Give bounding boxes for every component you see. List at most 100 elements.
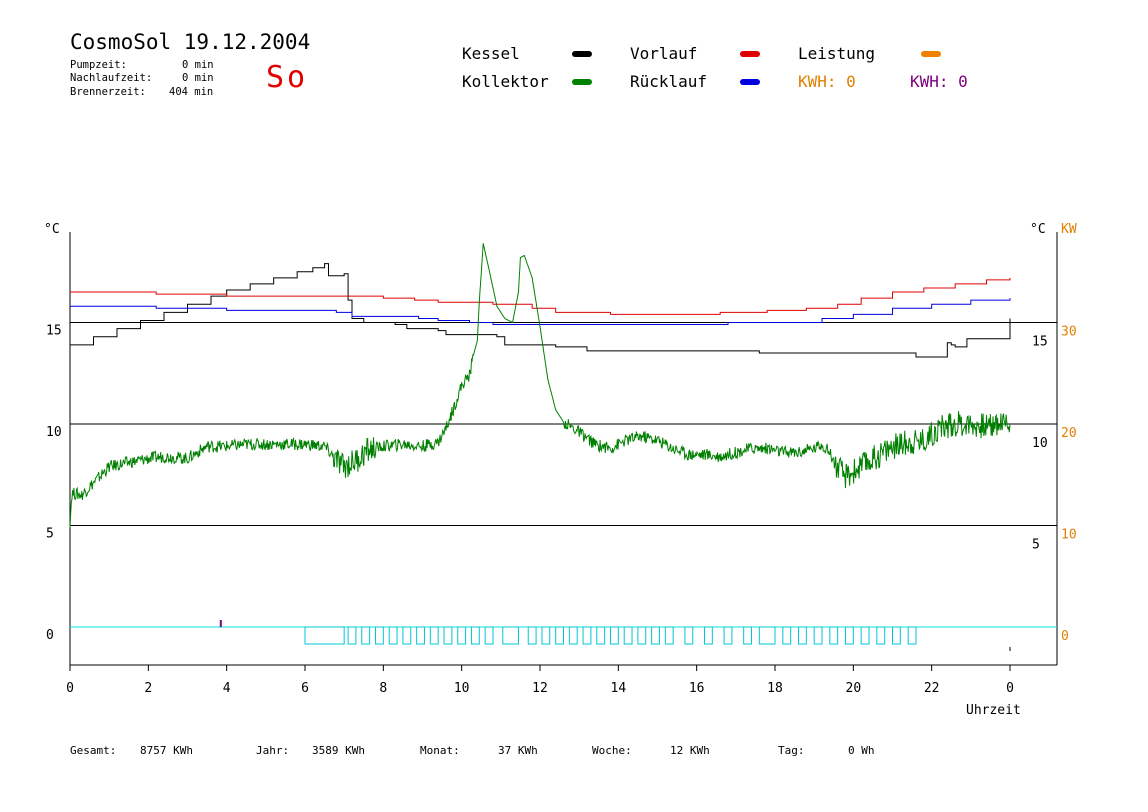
pump-indicator [219,620,1011,651]
series-kollektor [69,243,1011,528]
y-tick-label-kw: 30 [1061,325,1077,340]
chart-grid [70,322,1057,628]
legend-ruecklauf-label: Rücklauf [630,72,708,91]
pump-on-segment [470,626,480,645]
x-axis-label: Uhrzeit [966,703,1021,718]
pump-on-segment [651,626,660,645]
pump-on-segment [610,626,619,645]
pump-on-segment [860,626,870,645]
legend-kwh-orange: KWH: 0 [798,72,856,91]
x-tick-label: 4 [223,681,231,696]
pump-on-segment [388,626,398,645]
pump-on-segment [541,626,551,645]
brennerzeit-label: Brennerzeit: [70,86,146,98]
x-tick-label: 2 [144,681,152,696]
chart-series [69,243,1011,528]
x-tick-label: 6 [301,681,309,696]
legend-kessel-label: Kessel [462,44,520,63]
brennerzeit-value: 404 min [169,86,214,98]
pump-on-segment [484,626,494,645]
series-kessel [70,263,1011,358]
series-ruecklauf [70,298,1011,326]
y-tick-label-right: 5 [1032,538,1040,553]
legend-kollektor-label: Kollektor [462,72,549,91]
footer-monat-value: 37 KWh [498,744,538,757]
footer-jahr-value: 3589 KWh [312,744,365,757]
pump-on-segment [304,626,345,645]
pump-on-segment [527,626,537,645]
pump-on-segment [637,626,647,645]
footer-tag-label: Tag: [778,744,805,757]
pump-on-segment [782,626,792,645]
x-tick-label: 14 [611,681,627,696]
pump-on-segment [743,626,753,645]
legend-kollektor-swatch [572,79,592,85]
pump-on-segment [798,626,807,645]
pump-on-segment [907,626,917,645]
footer-tag-value: 0 Wh [848,744,875,757]
y-tick-label-kw: 10 [1061,528,1077,543]
pump-on-segment [623,626,633,645]
pump-on-segment [416,626,425,645]
x-tick-label: 16 [689,681,705,696]
legend-leistung-label: Leistung [798,44,876,63]
pump-on-segment [684,626,694,645]
pump-on-segment [347,626,357,645]
y-tick-label-kw: 20 [1061,426,1077,441]
x-tick-label: 0 [66,681,74,696]
x-tick-label: 8 [379,681,387,696]
pump-on-segment [813,626,823,645]
pump-on-segment [704,626,713,645]
legend-vorlauf-swatch [740,51,760,57]
footer-jahr-label: Jahr: [256,744,290,757]
x-tick-label: 20 [846,681,862,696]
pump-on-segment [555,626,565,645]
pump-on-segment [502,626,519,645]
y-tick-label-right: 10 [1032,436,1048,451]
y-tick-label-left: 10 [46,425,62,440]
chart-axes [69,232,1058,671]
y-tick-label-right: 15 [1032,335,1048,350]
pump-on-segment [723,626,733,645]
pump-on-segment [568,626,578,645]
x-tick-label: 12 [532,681,548,696]
legend-kwh-purple: KWH: 0 [910,72,968,91]
nachlaufzeit-label: Nachlaufzeit: [70,72,153,84]
x-tick-label: 10 [454,681,470,696]
y-axis-left-unit: °C [44,222,60,237]
y-tick-label-kw: 0 [1061,629,1069,644]
legend-leistung-swatch [921,51,941,57]
weekday-label: So [266,60,309,95]
y-axis-right-unit: °C [1030,222,1046,237]
pump-on-segment [582,626,592,645]
pump-on-segment [845,626,854,645]
x-tick-label: 22 [924,681,940,696]
footer-gesamt-value: 8757 KWh [140,744,193,757]
nachlaufzeit-value: 0 min [182,72,214,84]
legend-ruecklauf-swatch [740,79,760,85]
footer-monat-label: Monat: [420,744,460,757]
pumpzeit-label: Pumpzeit: [70,59,127,71]
pump-on-segment [758,626,776,645]
series-vorlauf [70,277,1011,315]
y-tick-label-left: 15 [46,324,62,339]
pump-on-segment [402,626,412,645]
x-tick-label: 0 [1006,681,1014,696]
legend-vorlauf-label: Vorlauf [630,44,698,63]
x-tick-label: 18 [767,681,783,696]
pump-on-segment [443,626,453,645]
chart-title: CosmoSol 19.12.2004 [70,30,311,54]
pump-on-segment [375,626,384,645]
y-tick-label-left: 5 [46,527,54,542]
pump-on-segment [361,626,371,645]
y-axis-kw-unit: KW [1061,222,1077,237]
footer-woche-label: Woche: [592,744,632,757]
footer-woche-value: 12 KWh [670,744,710,757]
pump-on-segment [829,626,839,645]
pumpzeit-value: 0 min [182,59,214,71]
y-tick-label-left: 0 [46,628,54,643]
pump-on-segment [596,626,606,645]
pump-on-segment [876,626,886,645]
chart-labels: 0 2 4 6 8 10 12 14 16 18 20 22 0 Uhrzeit °C 0 5 10 15 °C 5 10… [44,222,1077,718]
